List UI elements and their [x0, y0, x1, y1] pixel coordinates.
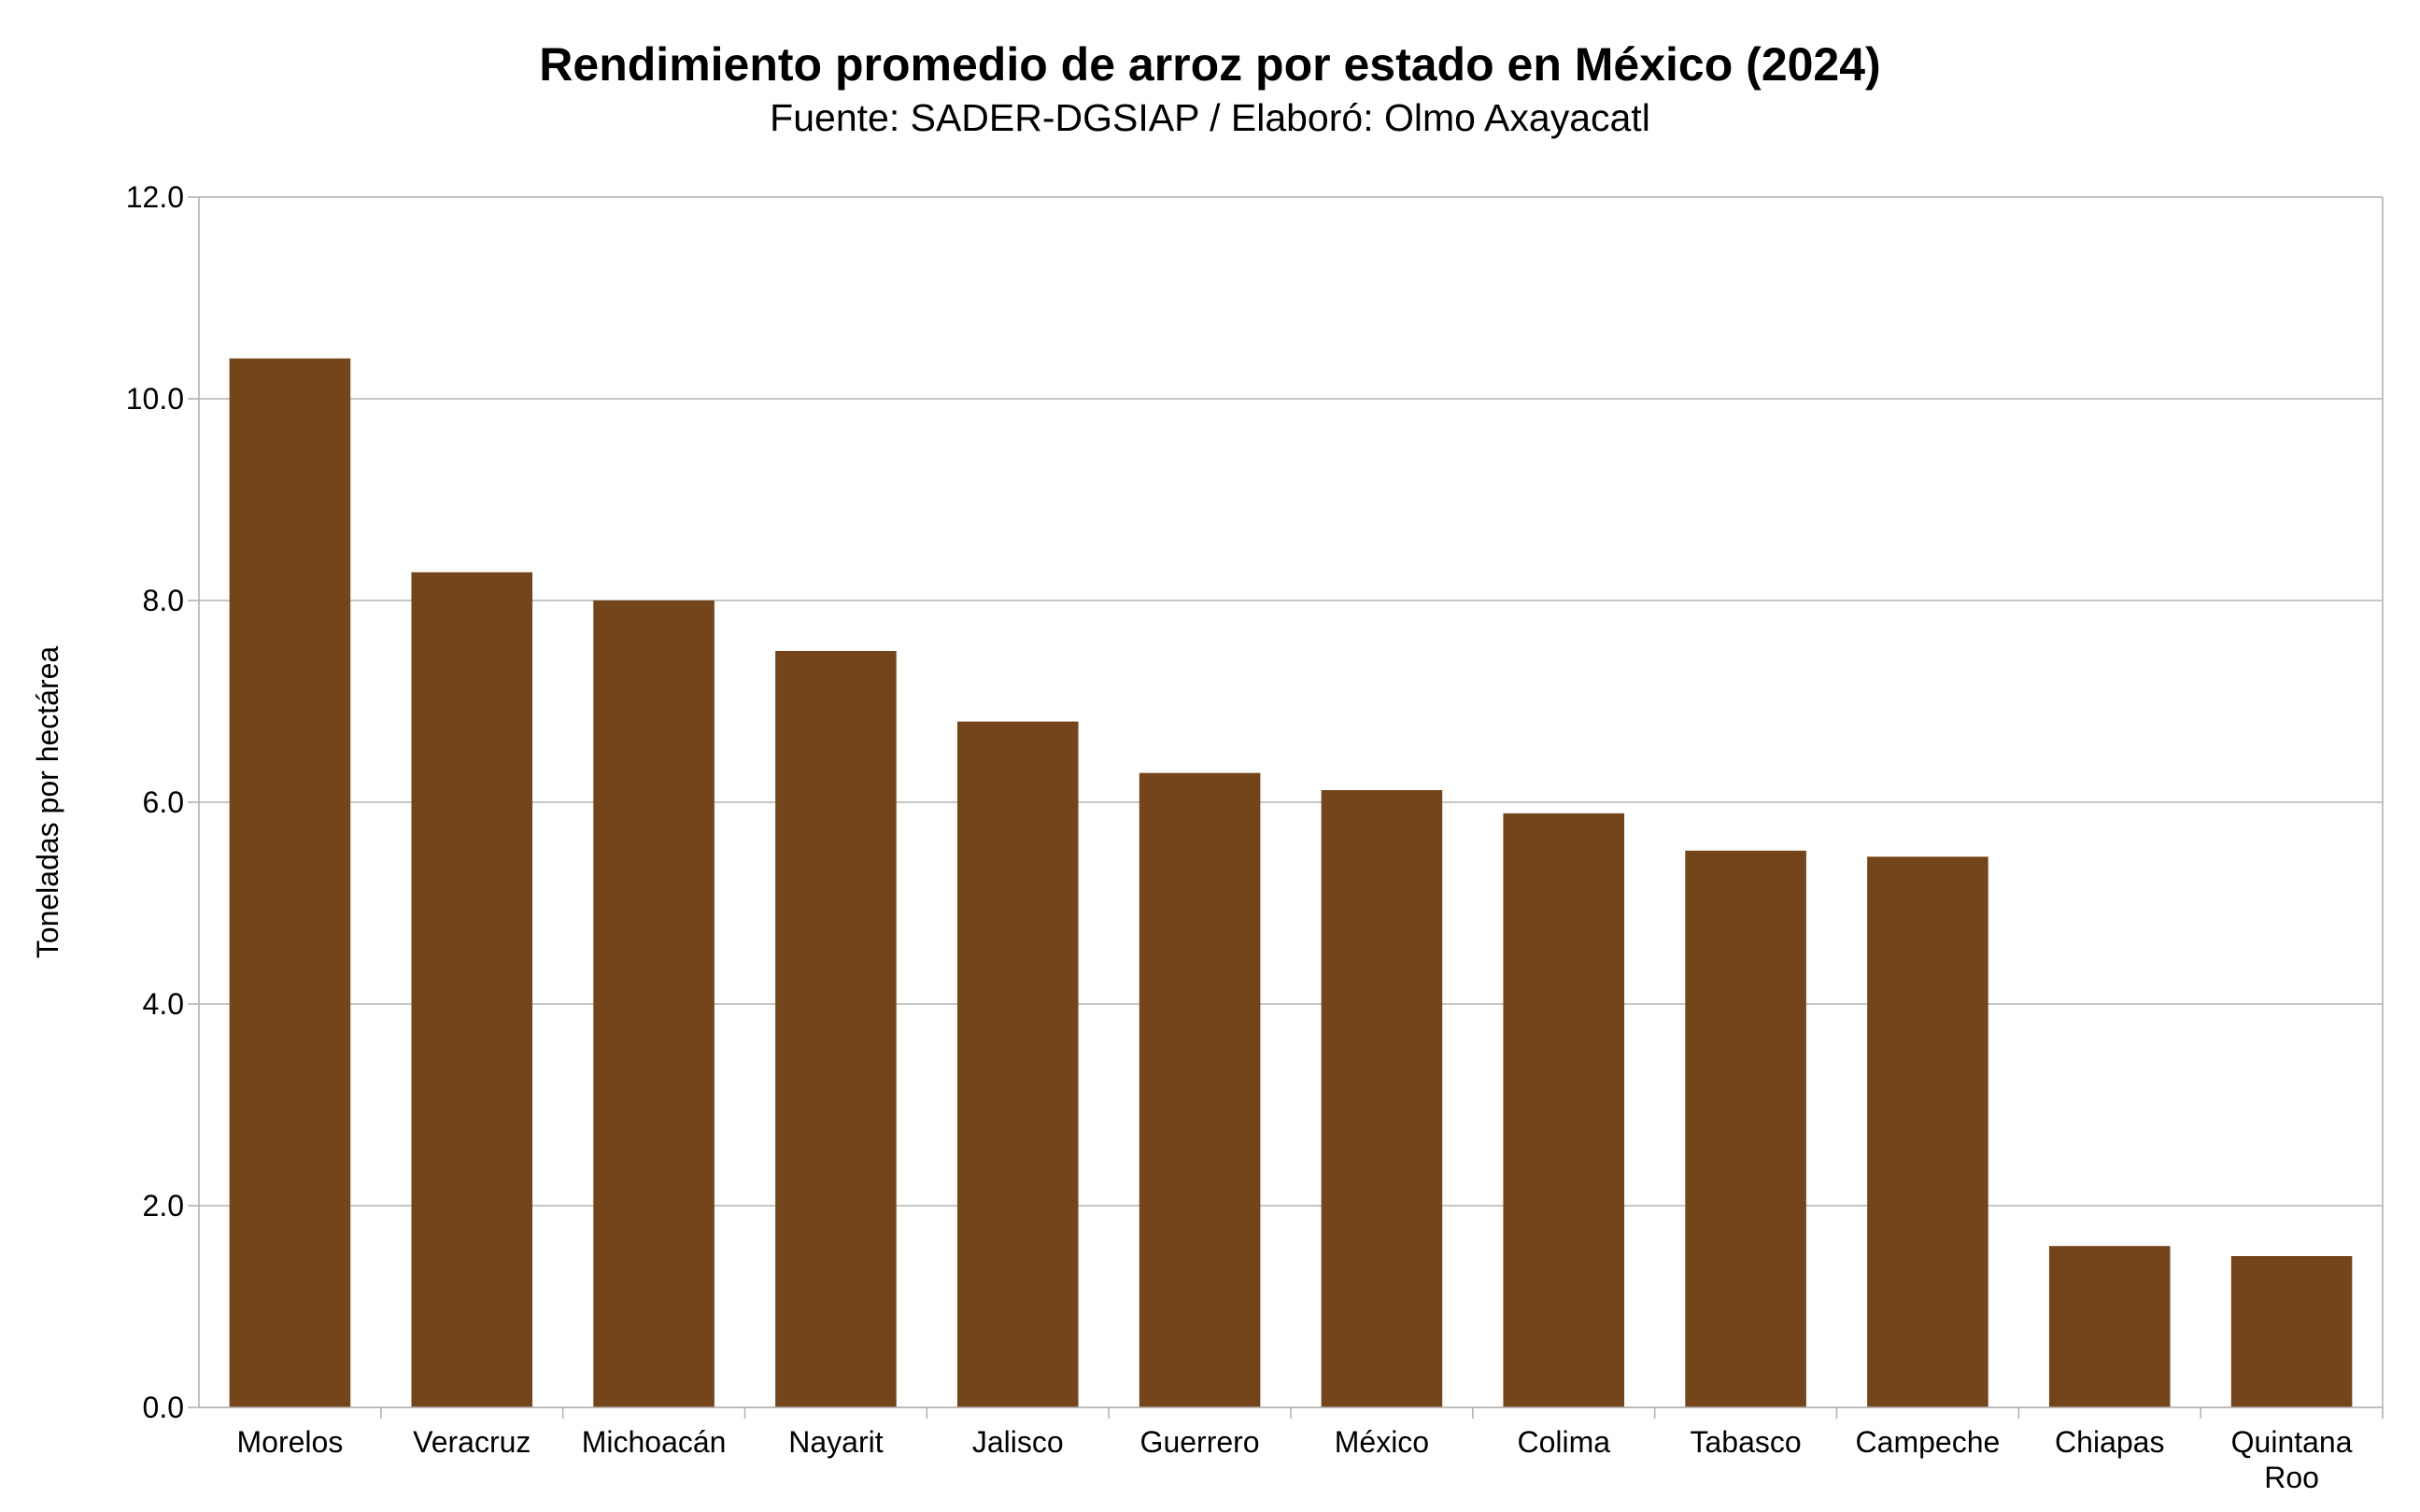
x-tick-label: Chiapas: [2055, 1425, 2164, 1459]
y-axis-label: Toneladas por hectárea: [31, 646, 64, 959]
chart-title: Rendimiento promedio de arroz por estado…: [539, 38, 1881, 91]
bar-campeche: [1867, 856, 1988, 1407]
bar-quintana-roo: [2230, 1256, 2353, 1407]
bar-tabasco: [1685, 850, 1806, 1407]
x-tick-label: México: [1335, 1425, 1429, 1459]
x-tick-label: Campeche: [1856, 1425, 2001, 1459]
x-tick-label: Nayarit: [788, 1425, 883, 1459]
y-tick-label: 2.0: [143, 1189, 184, 1222]
bar-veracruz: [411, 572, 533, 1407]
bar-jalisco: [956, 721, 1079, 1407]
x-tick-label: Veracruz: [413, 1425, 531, 1459]
chart-subtitle: Fuente: SADER-DGSIAP / Elaboró: Olmo Axa…: [770, 96, 1650, 139]
x-tick-label: Colima: [1517, 1425, 1610, 1459]
x-tick-label: Guerrero: [1140, 1425, 1260, 1459]
y-tick-label: 8.0: [143, 584, 184, 617]
bar-nayarit: [775, 651, 897, 1407]
bar-guerrero: [1139, 772, 1261, 1407]
y-tick-label: 6.0: [143, 785, 184, 819]
x-tick-label: Morelos: [237, 1425, 344, 1459]
bar-morelos: [229, 358, 351, 1407]
x-tick-label: Michoacán: [582, 1425, 727, 1459]
y-tick-label: 4.0: [143, 987, 184, 1021]
x-tick-label: Jalisco: [972, 1425, 1064, 1459]
y-tick-label: 12.0: [126, 180, 184, 214]
bar-michoacán: [593, 601, 715, 1407]
y-tick-label: 0.0: [143, 1391, 184, 1424]
bar-chiapas: [2048, 1246, 2171, 1407]
x-tick-label: Quintana Roo: [2231, 1425, 2353, 1494]
bar-colima: [1503, 813, 1625, 1407]
bar-méxico: [1321, 790, 1443, 1407]
y-tick-label: 10.0: [126, 382, 184, 416]
x-tick-label: Tabasco: [1690, 1425, 1801, 1459]
